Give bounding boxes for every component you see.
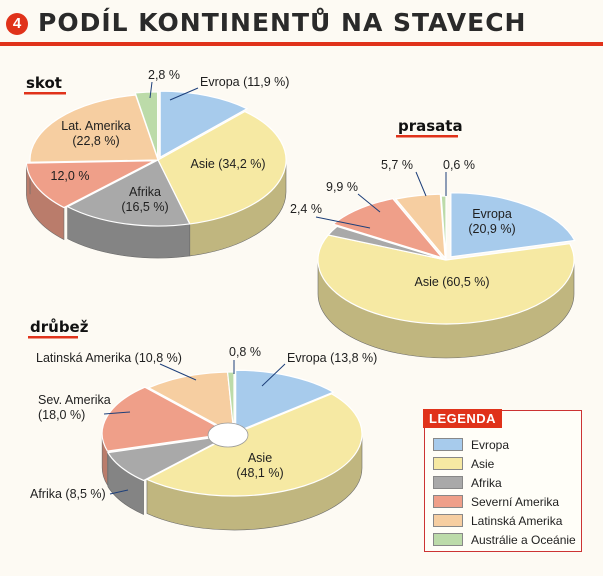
- legend-swatch: [433, 514, 463, 527]
- slice-label: Asie (48,1 %): [236, 451, 283, 480]
- slice-label: Latinská Amerika (10,8 %): [36, 351, 182, 365]
- legend-label: Afrika: [471, 475, 502, 490]
- legend-label: Evropa: [471, 437, 510, 452]
- leader-line: [357, 193, 381, 213]
- chart-title: skot: [26, 74, 62, 92]
- legend-swatch: [433, 457, 463, 470]
- pie-slice: [29, 94, 159, 163]
- legend: LEGENDA Evropa Asie Afrika Severní Ameri…: [423, 409, 582, 552]
- legend-item: Evropa: [433, 435, 576, 454]
- chart-title-underline: [28, 336, 78, 339]
- slice-label: Asie (60,5 %): [414, 275, 489, 289]
- pie-chart-2: prasata Evropa (20,9 %) Asie (60,5 %) 2,4 % 9…: [290, 117, 576, 359]
- slice-label: Evropa (13,8 %): [287, 351, 377, 365]
- leader-line: [415, 171, 427, 197]
- slice-label: 2,8 %: [148, 68, 180, 82]
- slice-label: 5,7 %: [381, 158, 413, 172]
- slice-label: Afrika (8,5 %): [30, 487, 106, 501]
- slice-label: Evropa (11,9 %): [200, 75, 289, 89]
- slice-label: 2,4 %: [290, 202, 322, 216]
- legend-swatch: [433, 476, 463, 489]
- legend-item: Asie: [433, 454, 576, 473]
- legend-label: Asie: [471, 456, 495, 471]
- legend-item: Latinská Amerika: [433, 511, 576, 530]
- slice-label: Evropa (20,9 %): [468, 207, 515, 236]
- figure-number-badge: 4: [6, 13, 28, 35]
- chart-title-underline: [396, 135, 458, 138]
- slice-label: 9,9 %: [326, 180, 358, 194]
- pie-chart-1: skot Evropa (11,9 %) Asie (34,2 %) Afrika (1…: [24, 68, 289, 259]
- legend-label: Latinská Amerika: [471, 513, 563, 528]
- pie-slice: [327, 225, 447, 261]
- header-divider: [0, 42, 603, 46]
- slice-label: 0,8 %: [229, 345, 261, 359]
- legend-swatch: [433, 533, 463, 546]
- pie-chart-3: drůbež Evropa (13,8 %) Asie (48,1 %) Afrika …: [28, 318, 377, 531]
- legend-item: Severní Amerika: [433, 492, 576, 511]
- leader-line: [103, 411, 131, 415]
- pie-slice: [235, 369, 335, 434]
- slice-label: 12,0 %: [51, 169, 90, 183]
- pie-slice: [394, 193, 446, 260]
- slice-label: 0,6 %: [443, 158, 475, 172]
- leader-line: [109, 489, 129, 495]
- leader-line: [261, 363, 286, 387]
- leader-line: [315, 216, 371, 229]
- pie-slice: [106, 434, 231, 482]
- legend-item: Afrika: [433, 473, 576, 492]
- slice-label: Lat. Amerika (22,8 %): [61, 119, 131, 148]
- legend-label: Severní Amerika: [471, 494, 560, 509]
- pie-slice: [25, 160, 155, 209]
- legend-swatch: [433, 438, 463, 451]
- legend-swatch: [433, 495, 463, 508]
- pie-slice: [317, 234, 575, 325]
- slice-label: Afrika (16,5 %): [121, 185, 168, 214]
- pie-slice: [331, 198, 444, 259]
- legend-item: Austrálie a Oceánie: [433, 530, 576, 549]
- legend-list: Evropa Asie Afrika Severní Amerika Latin…: [433, 435, 576, 549]
- pie-slice: [147, 371, 235, 436]
- pie-slice: [145, 393, 363, 497]
- pie-hole: [207, 422, 249, 448]
- pie-slice: [134, 91, 159, 159]
- leader-line: [159, 363, 197, 381]
- legend-label: Austrálie a Oceánie: [471, 532, 576, 547]
- chart-title-underline: [24, 92, 66, 95]
- pie-slice: [450, 192, 576, 258]
- figure-title: PODÍL KONTINENTŮ NA STAVECH: [38, 8, 527, 37]
- slice-label: Asie (34,2 %): [190, 157, 265, 171]
- pie-slice: [157, 110, 287, 225]
- legend-title: LEGENDA: [423, 409, 503, 428]
- figure-header: 4 PODÍL KONTINENTŮ NA STAVECH: [0, 0, 603, 46]
- chart-title: drůbež: [30, 318, 89, 336]
- pie-slice: [159, 90, 249, 159]
- leader-line: [149, 81, 153, 99]
- pie-slice: [101, 386, 233, 452]
- leader-line: [169, 87, 199, 101]
- pie-slice: [66, 159, 191, 227]
- chart-title: prasata: [398, 117, 463, 135]
- slice-label: Sev. Amerika (18,0 %): [38, 393, 111, 422]
